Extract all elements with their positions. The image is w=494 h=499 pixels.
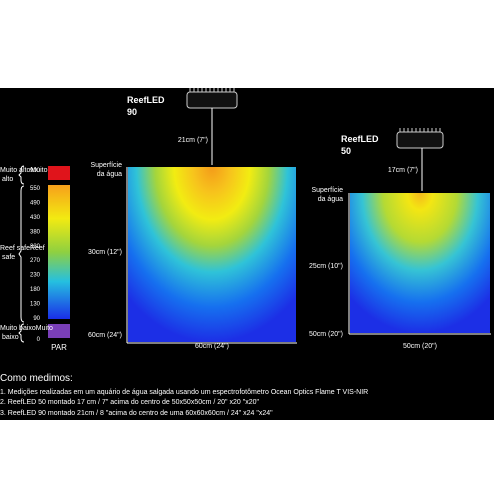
depth: 50cm (20") [309, 331, 343, 338]
legend-unit: PAR [51, 343, 67, 352]
width: 60cm (24") [195, 343, 229, 350]
width: 50cm (20") [403, 343, 437, 350]
legend-tick: 90 [33, 316, 40, 322]
legend-tick: 900 [30, 168, 41, 174]
mid-depth: 25cm (10") [309, 263, 343, 270]
depth: 60cm (24") [88, 332, 122, 339]
legend-tick: 130 [30, 302, 41, 308]
legend-tick: 380 [30, 229, 41, 235]
footer-line: 1. Medições realizadas em um aquário de … [0, 389, 368, 396]
surface-label: Superfície da água [90, 162, 122, 178]
legend-bar [48, 185, 70, 319]
heatmap [350, 193, 490, 333]
fixture-name: ReefLED [341, 134, 379, 144]
legend-tick: 430 [30, 215, 41, 221]
distance: 21cm (7") [178, 137, 208, 144]
brace [18, 185, 25, 323]
distance: 17cm (7") [388, 167, 418, 174]
brace [18, 165, 25, 185]
legend-high [48, 166, 70, 180]
brace [18, 323, 25, 343]
fixture-size: 90 [127, 107, 137, 117]
heatmap [128, 167, 296, 342]
fixture-size: 50 [341, 146, 351, 156]
legend-tick: 180 [30, 287, 41, 293]
legend-tick: 490 [30, 200, 41, 206]
legend-tick: 230 [30, 273, 41, 279]
legend-tick: 330 [30, 244, 41, 250]
footer-line: 2. ReefLED 50 montado 17 cm / 7" acima d… [0, 399, 259, 406]
footer-title: Como medimos: [0, 373, 73, 384]
fixture [186, 88, 238, 165]
legend-tick: 0 [37, 337, 41, 343]
mid-depth: 30cm (12") [88, 249, 122, 256]
fixture [396, 128, 444, 191]
fixture-name: ReefLED [127, 95, 165, 105]
legend-low [48, 324, 70, 338]
legend-tick: 270 [30, 258, 41, 264]
legend-tick: 550 [30, 186, 41, 192]
footer-line: 3. ReefLED 90 montado 21cm / 8 "acima do… [0, 410, 273, 417]
surface-label: Superfície da água [311, 187, 343, 203]
